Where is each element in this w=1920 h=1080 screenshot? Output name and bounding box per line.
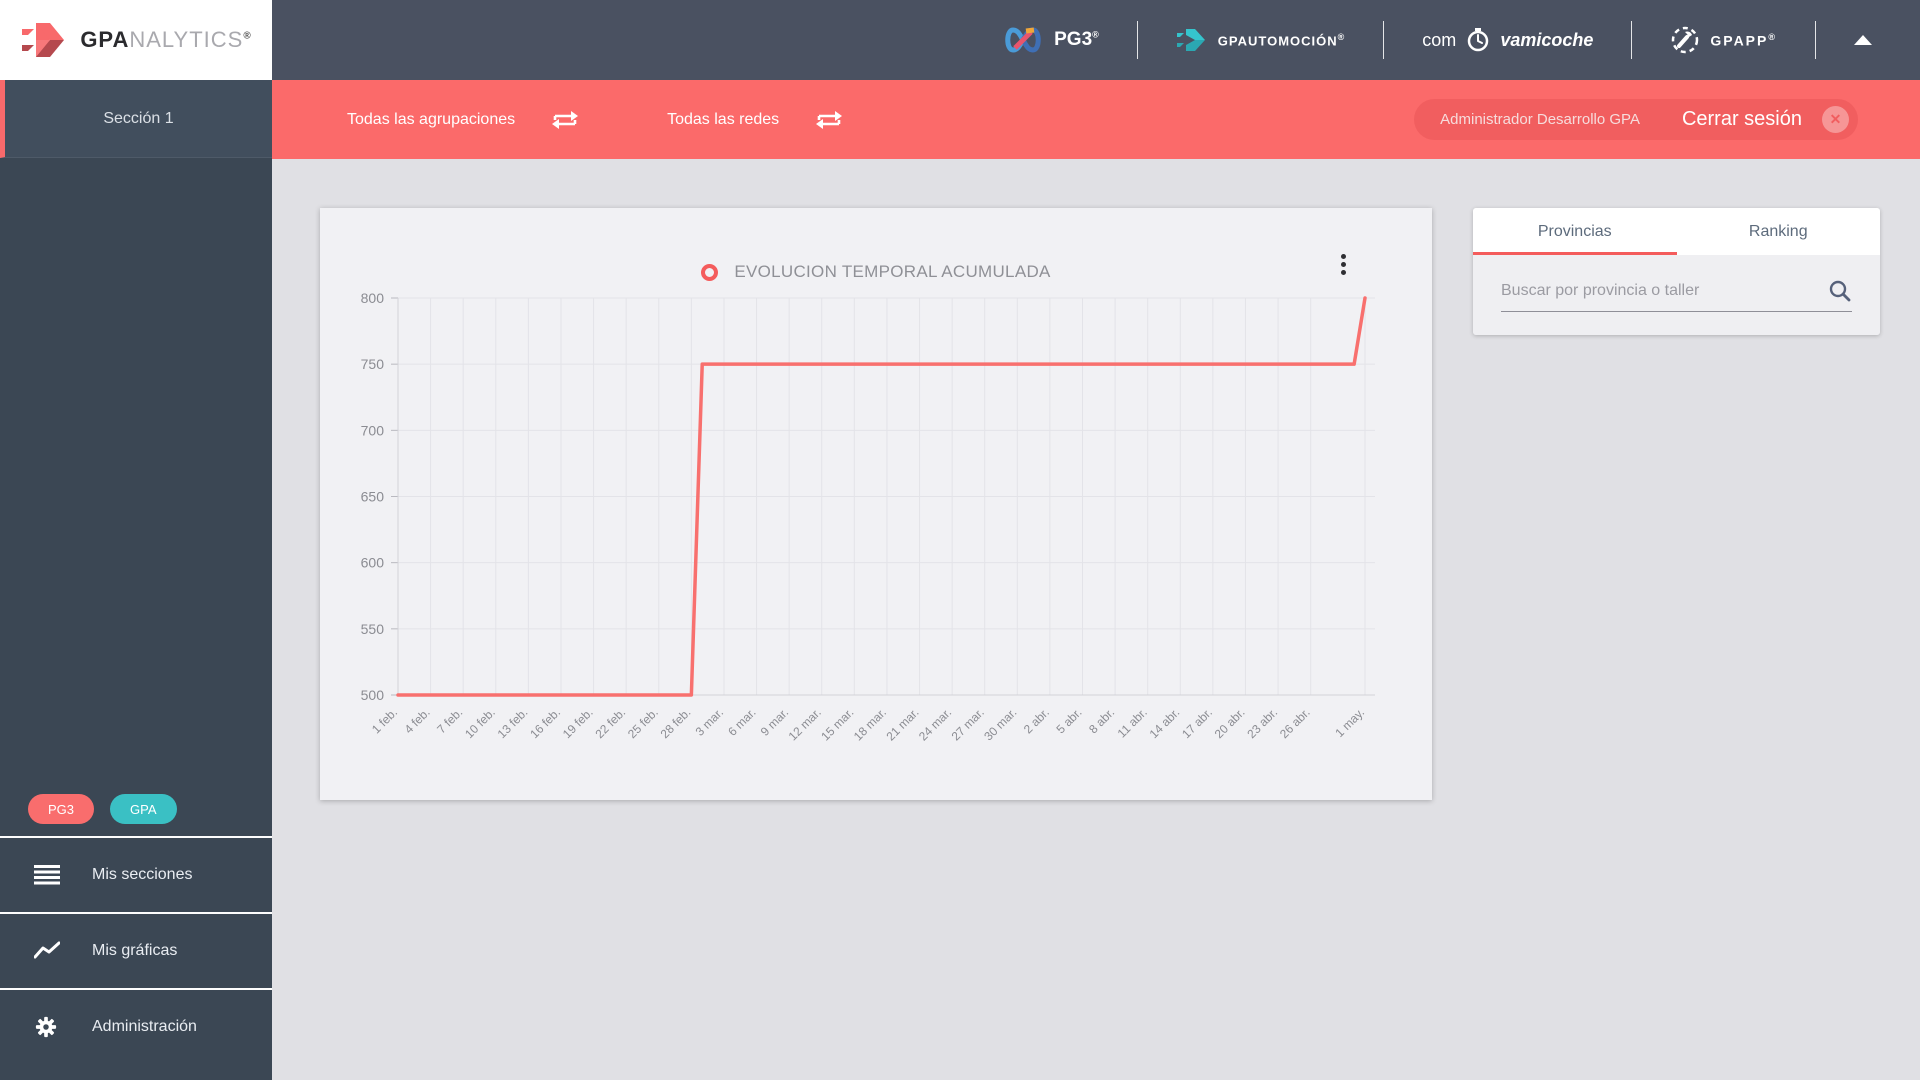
chart-title: EVOLUCION TEMPORAL ACUMULADA	[734, 262, 1051, 281]
chart-legend-item[interactable]: EVOLUCION TEMPORAL ACUMULADA	[320, 262, 1432, 282]
sidebar: GPANALYTICS® Sección 1 PG3 GPA Mis secci…	[0, 0, 272, 1080]
svg-text:30 mar.: 30 mar.	[981, 705, 1019, 743]
svg-text:18 mar.: 18 mar.	[851, 705, 889, 743]
tab-ranking[interactable]: Ranking	[1748, 222, 1808, 240]
gpautomocion-arrow-icon	[1176, 29, 1205, 51]
svg-text:4 feb.: 4 feb.	[402, 705, 433, 736]
svg-text:12 mar.: 12 mar.	[786, 705, 824, 743]
top-header: PG3® GPAUTOMOCIÓN® com vamicoche GPAPP®	[272, 0, 1920, 80]
svg-text:11 abr.: 11 abr.	[1115, 705, 1150, 740]
svg-text:16 feb.: 16 feb.	[527, 705, 563, 741]
svg-text:26 abr.: 26 abr.	[1277, 705, 1313, 741]
pg3-logo: PG3®	[1002, 27, 1099, 53]
swap-agrupaciones-icon[interactable]	[551, 108, 579, 132]
svg-text:3 mar.: 3 mar.	[693, 705, 726, 738]
user-name-label: Administrador Desarrollo GPA	[1440, 111, 1640, 128]
chart-menu-icon[interactable]	[1337, 250, 1350, 279]
svg-text:17 abr.: 17 abr.	[1179, 705, 1215, 741]
svg-text:15 mar.: 15 mar.	[818, 705, 856, 743]
gear-icon	[34, 1016, 60, 1038]
sidebar-item-administracion[interactable]: Administración	[0, 988, 272, 1064]
sidebar-item-mis-graficas[interactable]: Mis gráficas	[0, 912, 272, 988]
svg-text:20 abr.: 20 abr.	[1212, 705, 1248, 741]
svg-text:28 feb.: 28 feb.	[658, 705, 694, 741]
provinces-panel: Provincias Ranking	[1473, 208, 1880, 335]
header-separator	[1136, 21, 1138, 59]
list-icon	[34, 864, 60, 886]
compravamicoche-post: vamicoche	[1500, 29, 1594, 50]
gpautomocion-logo-text: GPAUTOMOCIÓN®	[1217, 31, 1346, 49]
chart-card: 1 feb. 4 feb. 7 feb. 10 feb. 13 feb. 16 feb. 1…	[320, 208, 1432, 800]
header-separator	[1815, 21, 1816, 59]
badge-pg3[interactable]: PG3	[28, 794, 95, 824]
line-chart-icon	[34, 940, 60, 962]
logout-close-icon[interactable]: ✕	[1822, 106, 1849, 133]
menu-item-label: Mis secciones	[92, 866, 193, 883]
compravamicoche-logo: com vamicoche	[1422, 27, 1593, 53]
svg-text:700: 700	[361, 422, 385, 438]
svg-text:10 feb.: 10 feb.	[462, 705, 498, 741]
evolution-line-chart: 1 feb. 4 feb. 7 feb.10 feb.13 feb.16 feb.1…	[361, 290, 1375, 743]
svg-text:13 feb.: 13 feb.	[495, 705, 531, 741]
gpanalytics-logo: GPANALYTICS®	[0, 0, 272, 80]
svg-text:500: 500	[361, 687, 385, 703]
sidebar-badges: PG3 GPA	[0, 794, 272, 824]
svg-text:24 mar.: 24 mar.	[916, 705, 954, 743]
svg-text:8 abr.: 8 abr.	[1086, 705, 1117, 736]
svg-text:600: 600	[361, 555, 385, 571]
panel-search-area	[1473, 255, 1880, 335]
search-icon[interactable]	[1828, 279, 1852, 303]
sidebar-item-mis-secciones[interactable]: Mis secciones	[0, 836, 272, 912]
stopwatch-icon	[1468, 28, 1489, 52]
gpautomocion-logo: GPAUTOMOCIÓN®	[1176, 27, 1346, 53]
filter-bar: Todas las agrupaciones Todas las redes A…	[272, 80, 1920, 159]
svg-text:25 feb.: 25 feb.	[625, 705, 661, 741]
svg-text:750: 750	[361, 356, 385, 372]
filter-agrupaciones[interactable]: Todas las agrupaciones	[347, 110, 516, 128]
tab-provincias[interactable]: Provincias	[1473, 208, 1677, 255]
compravamicoche-pre: com	[1422, 29, 1457, 50]
pg3-infinity-icon	[1005, 27, 1041, 53]
collapse-header-icon[interactable]	[1854, 35, 1872, 45]
svg-text:7 feb.: 7 feb.	[434, 705, 465, 736]
svg-text:6 mar.: 6 mar.	[725, 705, 758, 738]
panel-tabs: Provincias Ranking	[1473, 208, 1880, 255]
sidebar-item-seccion-1[interactable]: Sección 1	[0, 80, 272, 158]
svg-text:650: 650	[361, 489, 385, 505]
header-separator	[1383, 21, 1385, 59]
sidebar-item-label: Sección 1	[103, 109, 174, 127]
filter-redes[interactable]: Todas las redes	[667, 110, 780, 128]
user-session-pill: Administrador Desarrollo GPA Cerrar sesi…	[1414, 99, 1858, 140]
svg-text:550: 550	[361, 621, 385, 637]
svg-text:2 abr.: 2 abr.	[1021, 705, 1052, 736]
swap-redes-icon[interactable]	[815, 108, 843, 132]
svg-text:5 abr.: 5 abr.	[1053, 705, 1084, 736]
sidebar-menu: Mis secciones Mis gráficas	[0, 836, 272, 1064]
svg-text:21 mar.: 21 mar.	[883, 705, 921, 743]
gpanalytics-logo-text: GPANALYTICS®	[80, 27, 252, 52]
menu-item-label: Administración	[92, 1018, 197, 1035]
svg-text:14 abr.: 14 abr.	[1147, 705, 1183, 741]
svg-text:1 feb.: 1 feb.	[369, 705, 400, 736]
logout-button[interactable]: Cerrar sesión	[1681, 108, 1802, 130]
svg-text:1 may.: 1 may.	[1332, 705, 1367, 740]
pg3-logo-text: PG3®	[1054, 29, 1099, 50]
gpaapp-logo-text: GPAPP®	[1710, 31, 1777, 49]
svg-text:23 abr.: 23 abr.	[1244, 705, 1280, 741]
svg-text:19 feb.: 19 feb.	[560, 705, 596, 741]
menu-item-label: Mis gráficas	[92, 942, 178, 959]
svg-text:800: 800	[361, 290, 385, 306]
header-separator	[1631, 21, 1633, 59]
svg-text:22 feb.: 22 feb.	[592, 705, 628, 741]
badge-gpa[interactable]: GPA	[110, 794, 177, 824]
gpaapp-logo: GPAPP®	[1670, 25, 1777, 55]
gpanalytics-logo-icon	[22, 23, 65, 57]
svg-text:27 mar.: 27 mar.	[949, 705, 987, 743]
series-marker-icon	[701, 263, 719, 281]
search-input[interactable]	[1501, 281, 1820, 300]
wrench-circle-icon	[1672, 26, 1699, 54]
